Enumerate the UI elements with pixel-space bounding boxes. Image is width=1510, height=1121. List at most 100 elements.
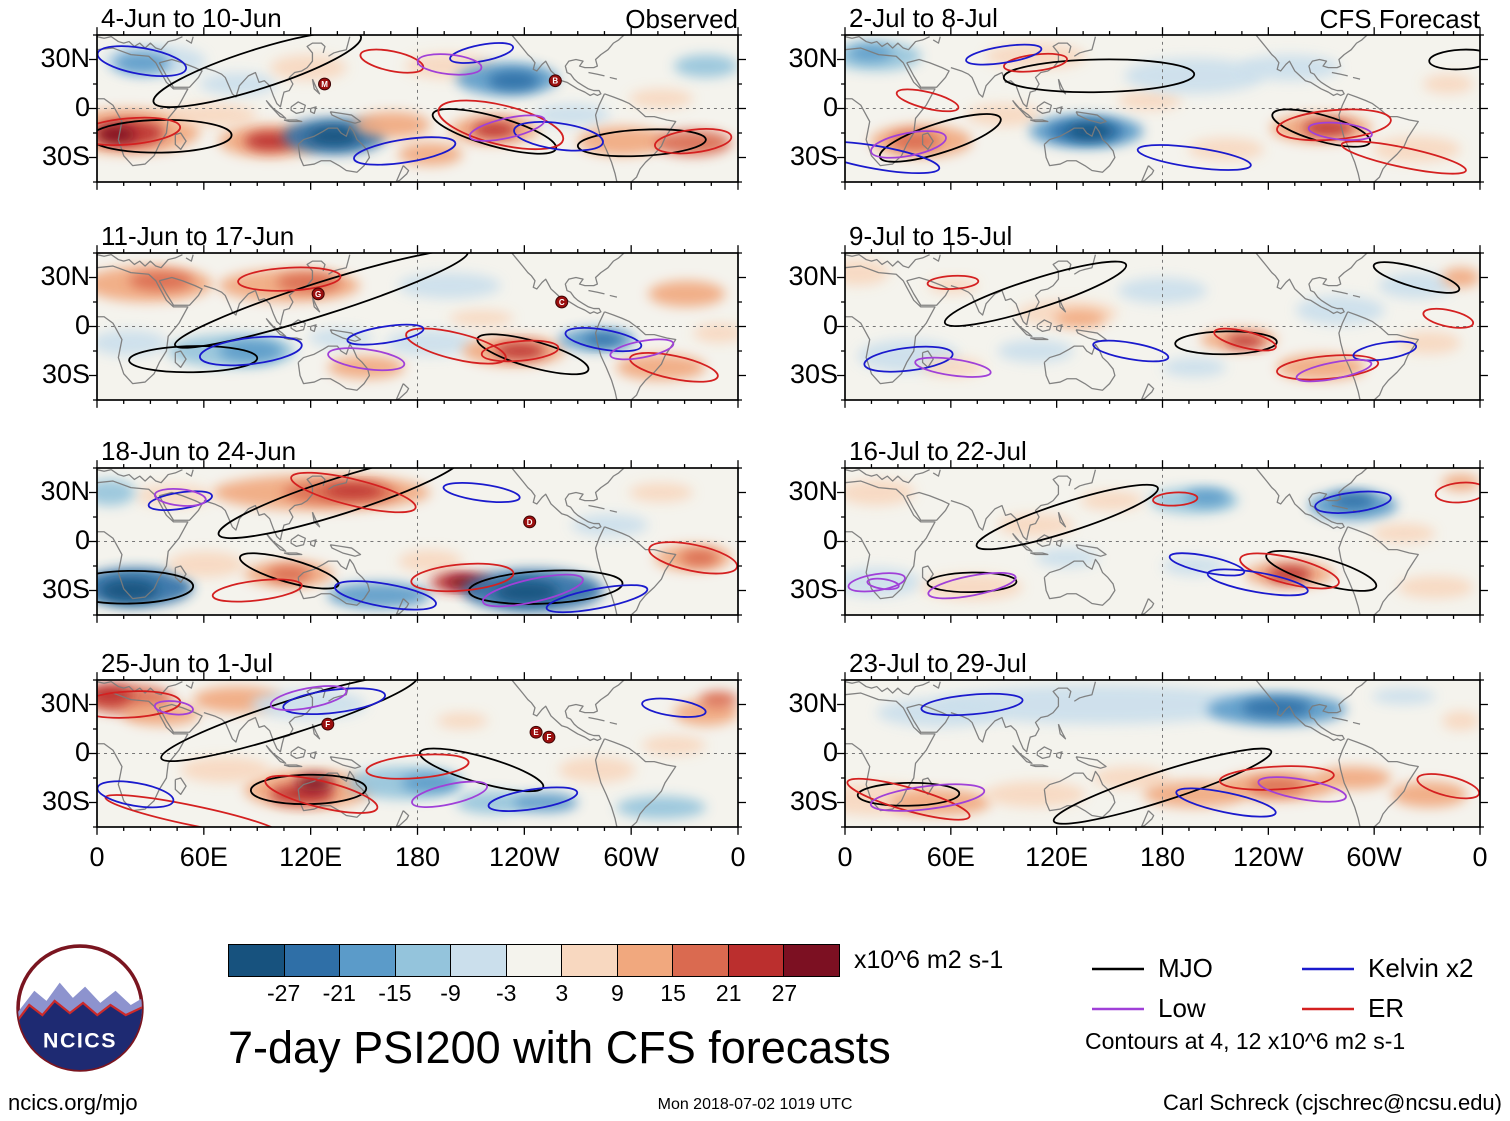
y-axis-label: 30N bbox=[40, 687, 90, 718]
x-axis-label: 180 bbox=[1139, 842, 1186, 872]
storm-marker: E bbox=[529, 725, 543, 739]
colorbar-tick-label: 15 bbox=[660, 980, 686, 1006]
legend-line bbox=[1092, 1007, 1144, 1010]
storm-marker: M bbox=[318, 77, 332, 91]
x-axis-label: 120E bbox=[279, 842, 343, 872]
x-axis-label: 60W bbox=[1346, 842, 1402, 872]
y-axis-label: 30S bbox=[41, 573, 90, 604]
storm-marker: F bbox=[321, 717, 335, 731]
y-axis-label: 0 bbox=[74, 736, 90, 767]
panel-title: 11-Jun to 17-Jun bbox=[101, 221, 295, 251]
colorbar-segment bbox=[506, 945, 563, 976]
panel-title: 25-Jun to 1-Jul bbox=[101, 648, 273, 678]
colorbar-tick-label: 21 bbox=[715, 980, 742, 1006]
y-axis-label: 30S bbox=[789, 358, 838, 389]
x-axis-label: 120W bbox=[1233, 842, 1304, 872]
legend-line bbox=[1302, 1007, 1354, 1010]
legend-item-kelvin-x2: Kelvin x2 bbox=[1300, 953, 1474, 984]
panel-title: 23-Jul to 29-Jul bbox=[849, 648, 1027, 678]
colorbar-tick-label: -27 bbox=[267, 980, 301, 1006]
panel-title: 18-Jun to 24-Jun bbox=[101, 436, 297, 466]
svg-text:F: F bbox=[325, 720, 330, 729]
colorbar-segment bbox=[395, 945, 452, 976]
colorbar-segment bbox=[673, 945, 729, 976]
storm-marker: B bbox=[548, 74, 562, 88]
legend-item-er: ER bbox=[1300, 993, 1404, 1024]
column-header-observed: Observed bbox=[625, 4, 738, 34]
colorbar-tick-label: -21 bbox=[322, 980, 356, 1006]
colorbar-segment bbox=[784, 945, 840, 976]
map-panel bbox=[837, 245, 1488, 408]
map-panel bbox=[837, 460, 1488, 623]
y-axis-label: 0 bbox=[822, 524, 838, 555]
y-axis-label: 0 bbox=[74, 309, 90, 340]
figure-title: 7-day PSI200 with CFS forecasts bbox=[228, 1022, 891, 1073]
colorbar-segment bbox=[451, 945, 507, 976]
x-axis-label: 120W bbox=[489, 842, 560, 872]
y-axis-label: 30S bbox=[41, 358, 90, 389]
y-axis-label: 30N bbox=[40, 260, 90, 291]
map-panel: D bbox=[88, 460, 747, 623]
colorbar-segment bbox=[617, 945, 674, 976]
y-axis-label: 30N bbox=[788, 687, 838, 718]
footer-url: ncics.org/mjo bbox=[8, 1090, 138, 1115]
x-axis-label: 60W bbox=[603, 842, 659, 872]
colorbar bbox=[228, 944, 840, 977]
y-axis-label: 30S bbox=[789, 785, 838, 816]
svg-text:M: M bbox=[321, 80, 328, 89]
colorbar-tick-label: -3 bbox=[495, 980, 517, 1006]
colorbar-segment bbox=[562, 945, 618, 976]
legend-item-low: Low bbox=[1090, 993, 1206, 1024]
storm-marker: C bbox=[555, 295, 569, 309]
x-axis-label: 0 bbox=[1472, 842, 1488, 872]
column-header-forecast: CFS Forecast bbox=[1319, 4, 1480, 34]
y-axis-label: 30S bbox=[41, 140, 90, 171]
panel-title: 9-Jul to 15-Jul bbox=[849, 221, 1013, 251]
colorbar-segment bbox=[340, 945, 396, 976]
x-axis-label: 180 bbox=[394, 842, 441, 872]
legend-label: Kelvin x2 bbox=[1368, 953, 1474, 983]
map-panel bbox=[837, 672, 1488, 835]
y-axis-label: 0 bbox=[822, 736, 838, 767]
y-axis-label: 30S bbox=[789, 573, 838, 604]
storm-marker: D bbox=[523, 515, 537, 529]
footer-author: Carl Schreck (cjschrec@ncsu.edu) bbox=[1163, 1090, 1502, 1115]
panel-title: 2-Jul to 8-Jul bbox=[849, 3, 998, 33]
y-axis-label: 0 bbox=[822, 91, 838, 122]
legend-label: MJO bbox=[1158, 953, 1213, 983]
legend-line bbox=[1302, 967, 1354, 970]
map-panel: FEF bbox=[88, 672, 747, 835]
svg-text:F: F bbox=[546, 733, 551, 742]
y-axis-label: 30N bbox=[40, 475, 90, 506]
logo-text: NCICS bbox=[43, 1029, 117, 1053]
y-axis-label: 0 bbox=[74, 524, 90, 555]
logo-mountains bbox=[18, 982, 142, 1070]
svg-text:C: C bbox=[559, 298, 565, 307]
contour-note: Contours at 4, 12 x10^6 m2 s-1 bbox=[1085, 1028, 1406, 1054]
x-axis-label: 0 bbox=[730, 842, 746, 872]
map-panel bbox=[837, 27, 1488, 190]
ncics-logo: NCICS bbox=[16, 944, 144, 1072]
colorbar-tick-label: 9 bbox=[611, 980, 624, 1006]
svg-text:E: E bbox=[533, 728, 538, 737]
legend-line bbox=[1092, 967, 1144, 970]
panel-title: 16-Jul to 22-Jul bbox=[849, 436, 1027, 466]
colorbar-tick-label: -9 bbox=[440, 980, 461, 1006]
y-axis-label: 30N bbox=[788, 260, 838, 291]
x-axis-label: 0 bbox=[89, 842, 105, 872]
storm-marker: F bbox=[542, 730, 556, 744]
svg-text:B: B bbox=[552, 77, 558, 86]
legend-label: Low bbox=[1158, 993, 1206, 1023]
x-axis-label: 120E bbox=[1025, 842, 1089, 872]
legend-label: ER bbox=[1368, 993, 1405, 1023]
colorbar-tick-label: 3 bbox=[555, 980, 569, 1006]
colorbar-segment bbox=[728, 945, 785, 976]
colorbar-segment bbox=[229, 945, 285, 976]
svg-text:G: G bbox=[315, 290, 321, 299]
x-axis-label: 0 bbox=[837, 842, 853, 872]
map-panel: GC bbox=[88, 245, 747, 408]
legend-item-mjo: MJO bbox=[1090, 953, 1213, 984]
svg-text:D: D bbox=[527, 518, 533, 527]
